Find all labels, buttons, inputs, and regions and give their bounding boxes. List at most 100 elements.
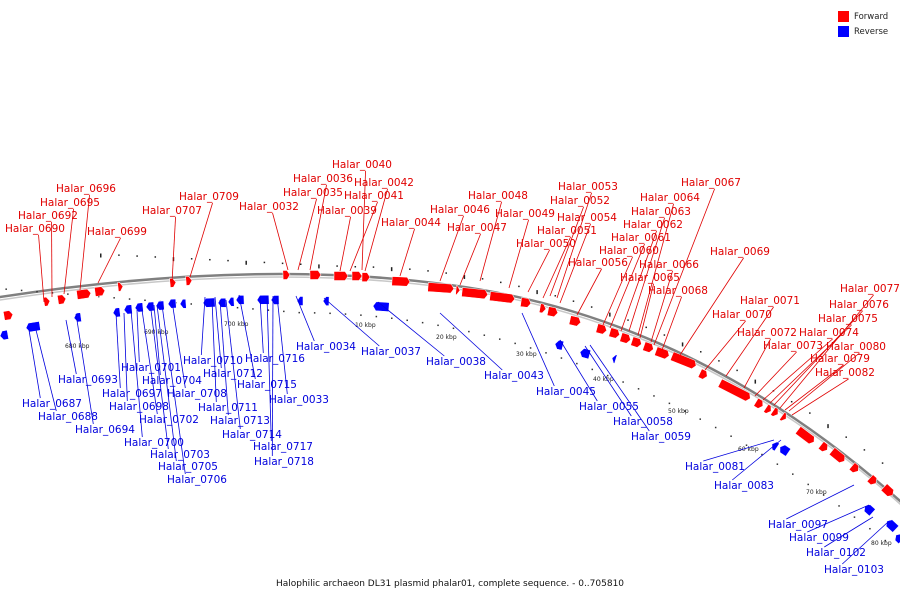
gc-tick [300,263,302,265]
gc-tick [736,369,738,372]
scale-dot [113,297,115,299]
forward-gene-arrow [770,406,779,417]
gc-tick [390,267,393,272]
forward-gene-arrow [351,271,363,281]
gene-label-halar-0035: Halar_0035 [283,187,343,199]
gc-tick [827,424,829,429]
scale-dot [313,312,316,314]
leader-line [842,521,889,565]
forward-gene-arrow [546,306,559,318]
gene-label-halar-0047: Halar_0047 [447,222,507,234]
scale-dot [236,306,239,309]
gene-label-halar-0046: Halar_0046 [430,204,490,216]
leader-line [130,309,143,438]
gc-tick [263,261,266,264]
gene-label-halar-0707: Halar_0707 [142,205,202,217]
gc-tick [645,326,647,329]
forward-gene-arrow [630,336,642,348]
forward-gene-arrow [866,474,877,485]
gene-label-halar-0042: Halar_0042 [354,177,414,189]
leader-line [211,299,217,403]
gene-label-halar-0032: Halar_0032 [239,201,299,213]
gene-label-halar-0081: Halar_0081 [685,461,745,473]
scale-dot [329,312,331,315]
gene-label-halar-0070: Halar_0070 [712,309,772,321]
gene-label-halar-0054: Halar_0054 [557,212,617,224]
forward-gene-arrow [568,315,582,327]
leader-line [156,304,177,462]
scale-dot [406,319,408,322]
leader-line [791,378,849,416]
forward-gene-arrow [619,332,631,344]
leader-line [219,299,229,416]
gene-label-halar-0043: Halar_0043 [484,370,544,382]
gene-label-halar-0059: Halar_0059 [631,431,691,443]
forward-gene-arrow [595,323,607,335]
gc-tick [500,281,502,284]
gene-label-halar-0690: Halar_0690 [5,223,65,235]
leader-line [63,208,74,295]
leader-line [589,344,650,432]
gene-label-halar-0049: Halar_0049 [495,208,555,220]
gene-label-halar-0071: Halar_0071 [740,295,800,307]
gene-label-halar-0055: Halar_0055 [579,401,639,413]
scale-dot [468,330,470,333]
scale-tick-label: 40 kbp [593,376,614,383]
gene-label-halar-0034: Halar_0034 [296,341,356,353]
gene-label-halar-0074: Halar_0074 [799,327,859,339]
leader-line [743,338,771,389]
gc-tick [536,290,538,295]
gene-label-halar-0060: Halar_0060 [599,245,659,257]
scale-dot [668,402,671,405]
leader-line [637,203,674,336]
gc-tick [609,312,611,317]
gene-label-halar-0712: Halar_0712 [203,368,263,380]
gene-label-halar-0076: Halar_0076 [829,299,889,311]
scale-dot [591,368,594,371]
leader-line [295,295,315,342]
forward-gene-arrow [538,303,547,314]
gene-label-halar-0077: Halar_0077 [840,283,900,295]
leader-line [639,283,654,339]
scale-dot [97,295,100,298]
gc-tick [318,264,320,269]
reverse-gene-arrow [25,321,41,333]
leader-line [609,243,645,329]
forward-gene-arrow [282,270,291,280]
leader-line [150,309,169,450]
leader-line [276,295,288,395]
forward-gene-arrow [169,277,177,288]
gene-label-halar-0705: Halar_0705 [158,461,218,473]
forward-gene-arrow [642,341,654,353]
leader-line [238,294,256,380]
gene-label-halar-0709: Halar_0709 [179,191,239,203]
scale-dot [360,314,362,316]
forward-gene-arrow [669,351,697,370]
label-leader-lines [28,170,889,565]
leader-line [602,256,633,326]
gene-label-halar-0064: Halar_0064 [640,192,700,204]
leader-line [439,312,503,371]
legend-forward: Forward [838,9,888,24]
leader-line [115,312,121,389]
gc-tick [463,274,466,279]
leader-line [271,295,274,457]
map-caption: Halophilic archaeon DL31 plasmid phalar0… [275,579,625,589]
gc-tick [372,266,375,268]
gene-label-halar-0697: Halar_0697 [102,388,162,400]
gene-label-halar-0698: Halar_0698 [109,401,169,413]
leader-line [679,257,744,356]
leader-line [650,270,673,343]
gc-tick [481,278,484,280]
reverse-gene-arrow [0,329,9,341]
forward-gene-arrow [361,272,371,282]
gene-label-halar-0700: Halar_0700 [124,437,184,449]
scale-dot [267,309,270,311]
leader-line [79,194,90,291]
forward-swatch [838,11,849,22]
leader-line [762,338,833,401]
gene-label-halar-0048: Halar_0048 [468,190,528,202]
forward-gene-arrow [608,327,620,339]
reverse-label: Reverse [854,26,889,37]
scale-dot [421,321,424,324]
